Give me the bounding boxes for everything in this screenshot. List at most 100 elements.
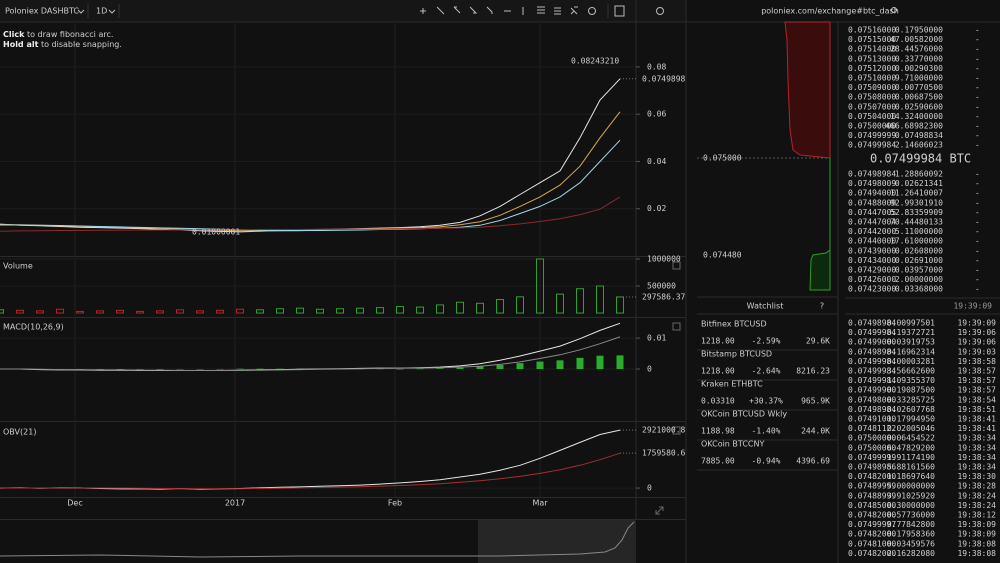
watch-volume: 4396.69 xyxy=(796,457,830,466)
volume-bar xyxy=(0,309,4,314)
volume-bar xyxy=(576,288,584,314)
trade-price: 0.07499900 xyxy=(848,386,896,395)
book-price: 0.07429000 xyxy=(848,266,896,275)
book-amount: 0.03368000 xyxy=(895,285,943,294)
tool-fib-arc[interactable] xyxy=(570,6,578,15)
volume-bar xyxy=(96,310,104,314)
hint-line: Hold alt to disable snapping. xyxy=(3,40,122,49)
volume-bar xyxy=(76,310,84,314)
tool-line[interactable] xyxy=(436,6,445,15)
trade-amount: 0.00003281 xyxy=(887,357,935,366)
watch-name[interactable]: Kraken ETHBTC xyxy=(701,380,763,389)
trade-amount: 0.33285725 xyxy=(887,395,935,404)
trade-time: 19:38:12 xyxy=(957,511,996,520)
watchlist-help[interactable]: ? xyxy=(820,302,824,311)
interval-selector[interactable]: 1D xyxy=(96,7,107,16)
book-price: 0.07512000 xyxy=(848,64,896,73)
volume-bar xyxy=(116,309,124,314)
book-total: - xyxy=(975,54,980,63)
trade-time: 19:38:57 xyxy=(957,367,996,376)
tool-ray[interactable] xyxy=(453,6,461,14)
book-total: - xyxy=(975,93,980,102)
macd-histogram-bar xyxy=(556,360,564,369)
tool-snapshot[interactable] xyxy=(614,5,625,17)
trade-amount: 0.03919753 xyxy=(887,338,935,347)
y-tick-label: 0.08 xyxy=(647,62,666,71)
pane-title: Volume xyxy=(3,262,33,271)
book-total: - xyxy=(975,26,980,35)
book-price: 0.07439000 xyxy=(848,246,896,255)
book-total: - xyxy=(975,246,980,255)
drawing-tools xyxy=(420,5,664,17)
dropdown-icon xyxy=(77,9,85,14)
trade-amount: 1.09355370 xyxy=(887,376,935,385)
volume-bar xyxy=(56,308,64,314)
series-line xyxy=(0,429,621,490)
trade-price: 0.07481000 xyxy=(848,539,896,548)
tool-fib-fan[interactable] xyxy=(554,7,561,15)
trade-amount: 0.02607768 xyxy=(887,405,935,414)
trade-price: 0.07499984 xyxy=(848,367,896,376)
fullscreen-icon[interactable] xyxy=(655,506,664,515)
book-price: 0.07447005 xyxy=(848,208,896,217)
book-total: - xyxy=(975,170,980,179)
trade-time: 19:38:58 xyxy=(957,357,996,366)
close-button[interactable] xyxy=(672,322,681,331)
macd-histogram-bar xyxy=(416,368,424,370)
trade-amount: 0.30000000 xyxy=(887,501,935,510)
macd-histogram-bar xyxy=(236,368,244,370)
search-icon[interactable] xyxy=(891,7,897,13)
book-price: 0.07499999 xyxy=(848,131,896,140)
settings-icon[interactable] xyxy=(656,7,664,15)
book-amount: 0.07498834 xyxy=(895,131,943,140)
book-amount: 0.02621341 xyxy=(895,179,943,188)
book-amount: 70.44480133 xyxy=(890,218,943,227)
x-tick-label: Dec xyxy=(67,499,82,508)
volume-bar xyxy=(416,306,424,314)
trade-price: 0.07498986 xyxy=(848,463,896,472)
y-tick-label: 500000 xyxy=(647,282,676,291)
book-price: 0.07447004 xyxy=(848,218,896,227)
series-line xyxy=(0,452,621,490)
book-total: - xyxy=(975,74,980,83)
trade-amount: 2.16282080 xyxy=(887,549,935,558)
book-total: - xyxy=(975,64,980,73)
book-amount: 92.99301910 xyxy=(890,198,943,207)
volume-bar xyxy=(36,310,44,314)
pane-title: OBV(21) xyxy=(3,428,36,437)
volume-bar xyxy=(256,309,264,314)
watch-volume: 29.6K xyxy=(806,337,830,346)
symbol-selector[interactable]: Poloniex DASHBTC xyxy=(5,7,79,16)
watch-name[interactable]: Bitstamp BTCUSD xyxy=(701,350,772,359)
watch-name[interactable]: Bitfinex BTCUSD xyxy=(701,320,767,329)
book-total: - xyxy=(975,131,980,140)
watch-volume: 244.0K xyxy=(801,427,830,436)
last-value-label: 2921000.8 xyxy=(642,426,686,435)
series-line xyxy=(0,336,621,371)
watch-name[interactable]: OKCoin BTCUSD Wkly xyxy=(701,410,787,419)
tool-fib[interactable] xyxy=(537,6,545,14)
watch-volume: 965.9K xyxy=(801,397,830,406)
trade-amount: 5.88161560 xyxy=(887,463,935,472)
macd-histogram-bar xyxy=(96,369,104,370)
tool-extended[interactable] xyxy=(486,6,493,14)
tool-arrow[interactable] xyxy=(469,6,478,14)
close-button[interactable] xyxy=(672,426,681,435)
tool-cross[interactable] xyxy=(420,8,426,14)
trade-time: 19:38:57 xyxy=(957,386,996,395)
navigator-window[interactable] xyxy=(478,520,636,563)
volume-bar xyxy=(236,308,244,314)
book-amount: 52.83359909 xyxy=(890,208,943,217)
pane-close-buttons xyxy=(655,261,681,515)
watch-change: -2.59% xyxy=(752,337,781,346)
macd-histogram-bar xyxy=(476,366,484,369)
trade-time: 19:38:51 xyxy=(957,405,996,414)
close-button[interactable] xyxy=(672,261,681,270)
tool-circle[interactable] xyxy=(588,7,596,15)
trade-time: 19:38:34 xyxy=(957,453,996,462)
trade-time: 19:38:57 xyxy=(957,376,996,385)
trade-amount: 1.17994950 xyxy=(887,415,935,424)
watch-name[interactable]: OKCoin BTCCNY xyxy=(701,440,764,449)
